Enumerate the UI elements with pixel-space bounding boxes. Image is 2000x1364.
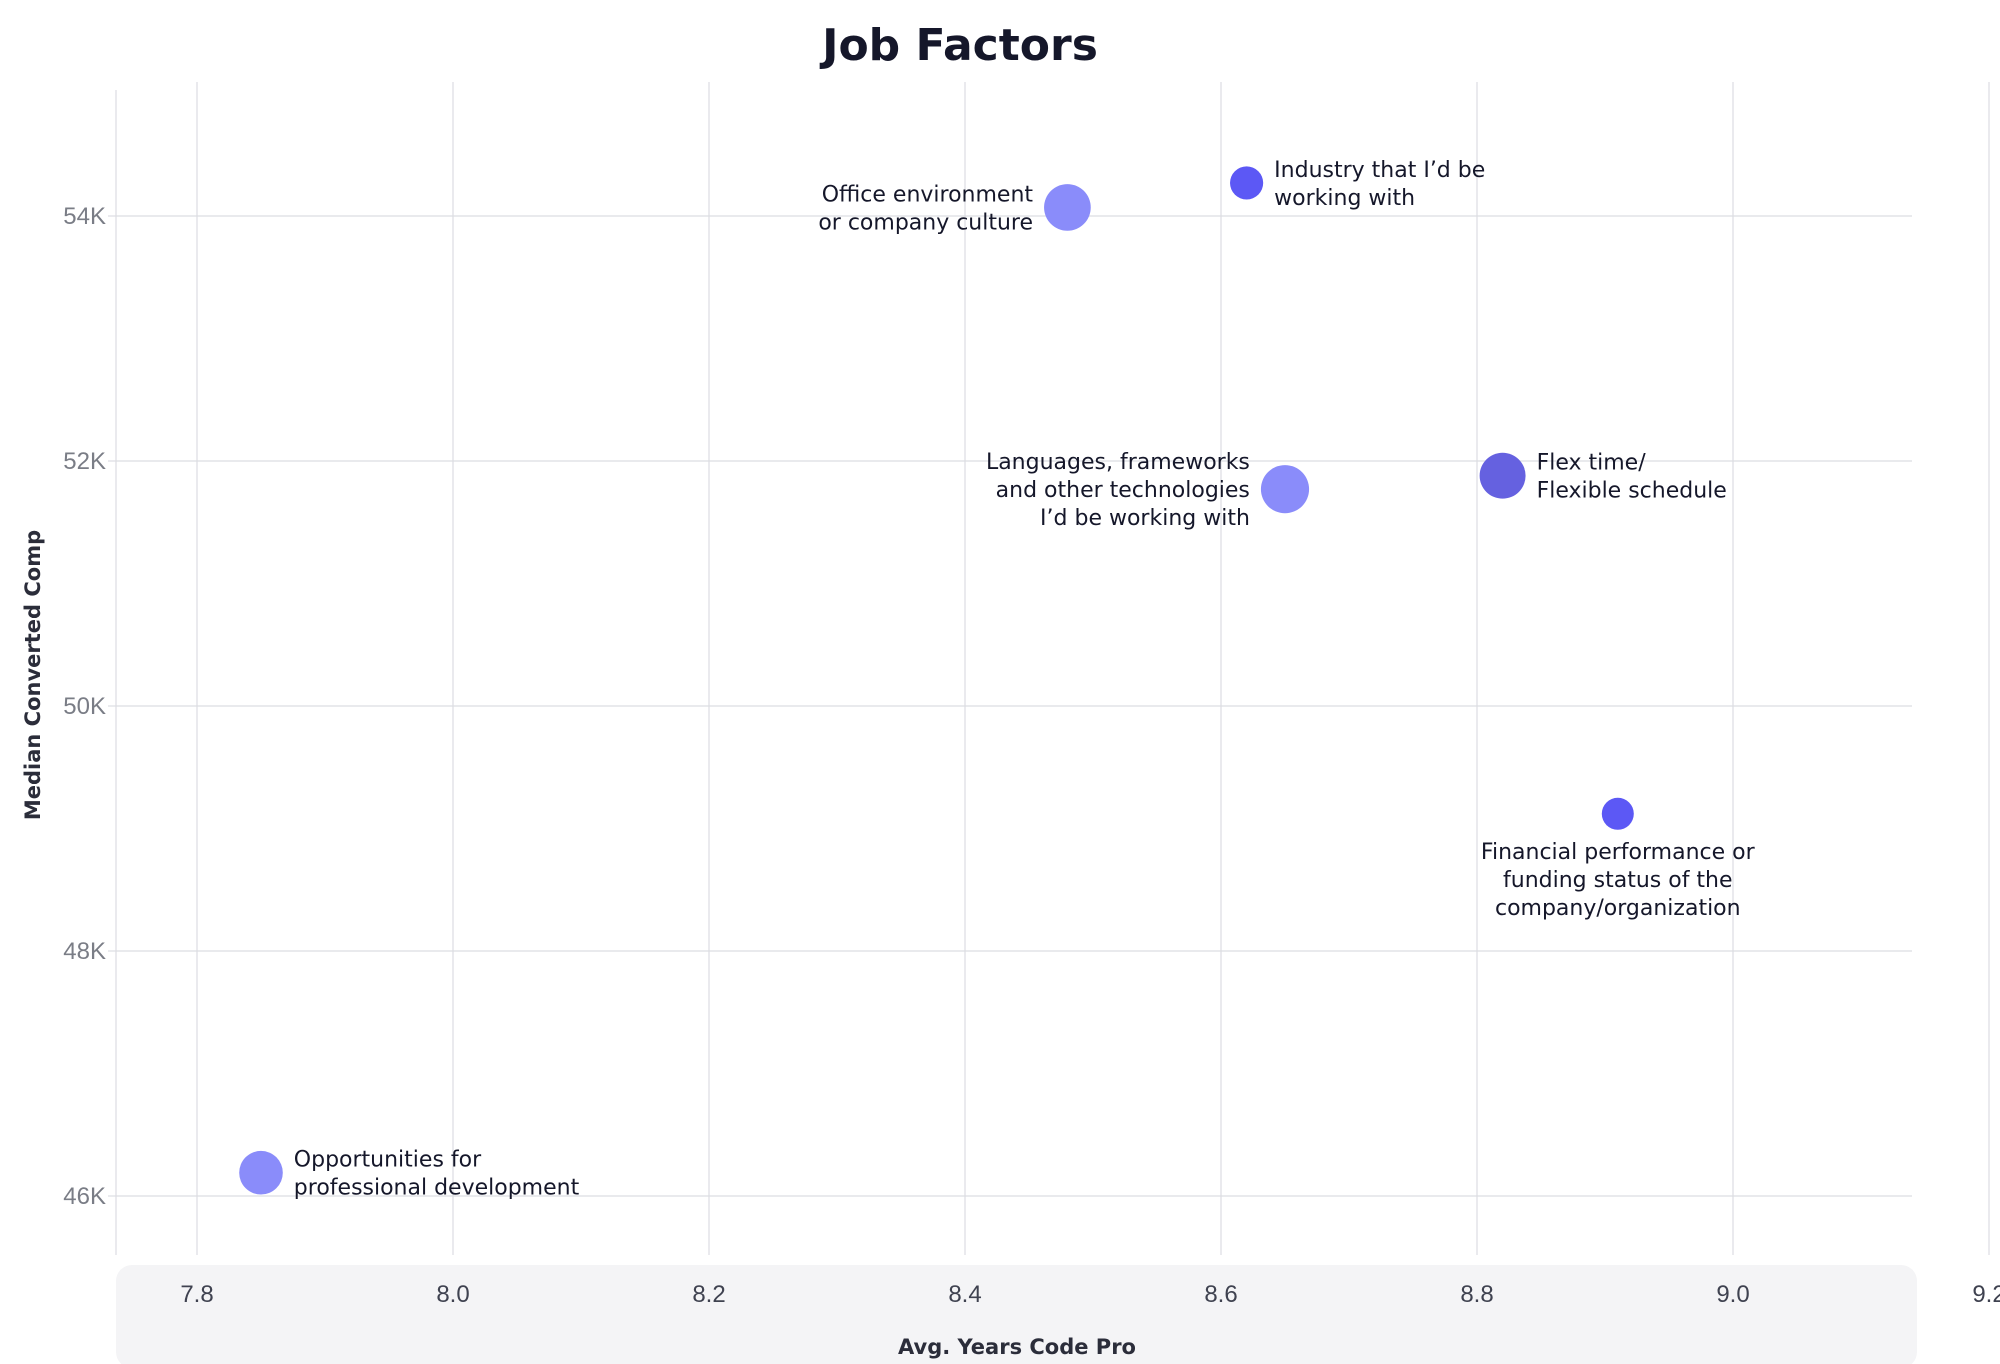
data-point xyxy=(239,1150,283,1195)
data-point xyxy=(1230,166,1264,200)
point-label: Office environment or company culture xyxy=(818,182,1033,235)
x-tick-label: 8.6 xyxy=(1204,1281,1237,1308)
x-tick-label: 8.8 xyxy=(1460,1281,1493,1308)
chart-title: Job Factors xyxy=(819,20,1098,71)
x-axis-title: Avg. Years Code Pro xyxy=(898,1335,1136,1359)
gridlines xyxy=(108,82,1990,1255)
x-tick-label: 8.2 xyxy=(692,1281,725,1308)
point-label: Financial performance or funding status o… xyxy=(1481,840,1756,921)
point-label: Flex time/Flexible schedule xyxy=(1537,451,1727,504)
x-tick-label: 7.8 xyxy=(180,1281,213,1308)
data-point xyxy=(1044,184,1091,231)
x-axis-band xyxy=(116,1265,1917,1364)
y-tick-label: 50K xyxy=(63,693,106,720)
y-tick-label: 54K xyxy=(63,203,106,230)
y-axis-ticks: 46K48K50K52K54K56K58K60K62K64K xyxy=(63,203,106,1210)
data-point xyxy=(1479,452,1526,499)
y-tick-label: 48K xyxy=(63,938,106,965)
x-tick-label: 8.0 xyxy=(436,1281,469,1308)
data-labels: Specific department or teamI’d be workin… xyxy=(294,158,1756,1201)
x-axis-ticks: 7.88.08.28.48.68.89.09.29.49.69.810.010.… xyxy=(180,1281,2000,1308)
data-point xyxy=(1260,465,1310,514)
x-tick-label: 9.2 xyxy=(1972,1281,2000,1308)
y-tick-label: 46K xyxy=(63,1183,106,1210)
point-label: Industry that I’d be working with xyxy=(1274,158,1485,211)
x-tick-label: 9.0 xyxy=(1716,1281,1749,1308)
point-label: Languages, frameworks and other technolog… xyxy=(986,450,1250,531)
x-tick-label: 8.4 xyxy=(948,1281,981,1308)
y-tick-label: 52K xyxy=(63,448,106,475)
data-point xyxy=(1601,797,1634,830)
data-points xyxy=(239,166,1634,1195)
y-axis-title: Median Converted Comp xyxy=(21,530,45,820)
point-label: Opportunities for professional developmen… xyxy=(294,1148,580,1201)
